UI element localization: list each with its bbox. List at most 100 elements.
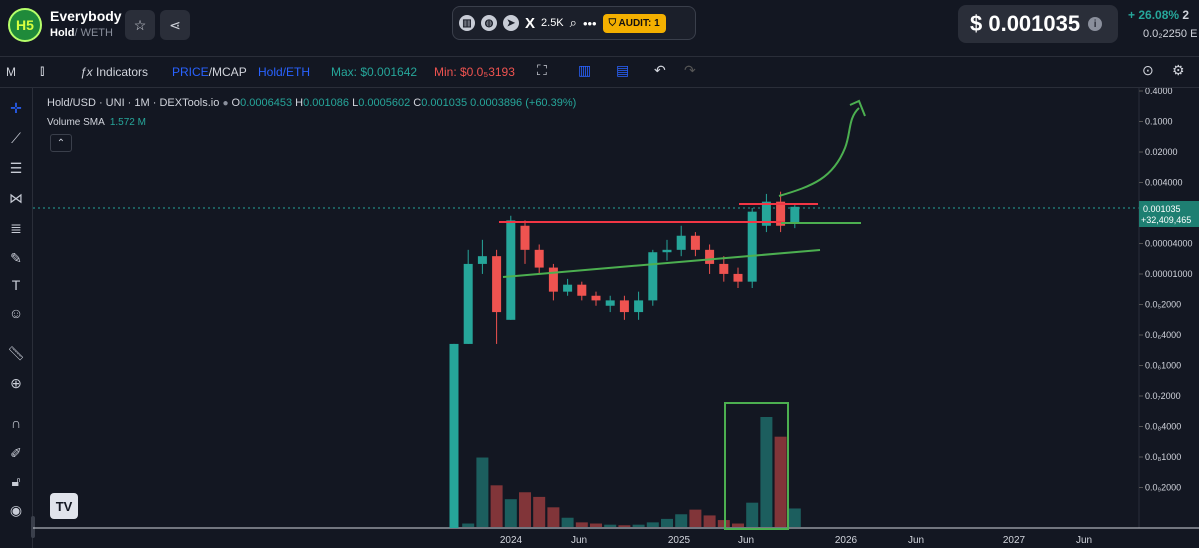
price-tick-label: 0.0₈4000 [1145, 422, 1181, 432]
volume-bar [533, 496, 546, 527]
candle-body [662, 249, 672, 253]
pair-base: Hold [50, 27, 75, 39]
max-price: Max: $0.001642 [331, 65, 418, 79]
price-tick-label: 0.00001000 [1145, 269, 1193, 279]
volume-bar [604, 524, 617, 527]
candle-body [619, 300, 629, 313]
crosshair-icon[interactable]: ✛ [10, 99, 22, 116]
candle-body [463, 263, 473, 344]
lock-icon[interactable]: 🔓︎ [11, 472, 21, 489]
horizontal-lines-icon[interactable]: ☰ [9, 159, 23, 176]
volume-legend: Volume SMA 1.572 M [47, 117, 146, 128]
eth-price: 0.0₂2250 E [1143, 28, 1197, 40]
chart-icon[interactable]: ▥ [459, 15, 475, 31]
price-axis: 0.40000.10000.020000.0040000.00020000.00… [1139, 88, 1193, 493]
candle-body [591, 295, 601, 301]
volume-bar [703, 515, 716, 527]
favorite-button[interactable]: ☆ [125, 10, 155, 40]
symbol-title[interactable]: Hold/USD · UNI · 1M · DEXTools.io [47, 97, 220, 109]
settings-eye-icon[interactable]: ⊙ [1142, 62, 1154, 78]
volume-bar [632, 524, 645, 527]
emoji-icon[interactable]: ☺ [8, 305, 24, 321]
magnet-icon[interactable]: ∩ [10, 415, 22, 431]
volume-label: Volume SMA [47, 117, 105, 128]
volume-bar [547, 507, 560, 527]
menu-button[interactable]: M [6, 65, 16, 79]
compare-icon[interactable]: ▤ [616, 62, 630, 78]
fib-icon[interactable]: ≣ [10, 219, 22, 236]
globe-icon[interactable]: ◍ [481, 15, 497, 31]
volume-bar [462, 523, 475, 527]
visibility-icon[interactable]: ◉ [9, 501, 23, 518]
share-button[interactable]: ⋖ [160, 10, 190, 40]
more-icon[interactable]: ••• [582, 15, 597, 31]
volume-highlight-box[interactable] [724, 402, 789, 530]
shield-icon: ⛉ [608, 17, 617, 29]
support-trendline[interactable] [502, 249, 821, 278]
volume-bars [462, 417, 801, 527]
star-icon: ☆ [133, 16, 147, 33]
change-value-legend: 0.0003896 (+60.39%) [470, 97, 577, 109]
bar-chart-icon[interactable]: ▥ [578, 62, 592, 78]
search-icon[interactable]: ⌕ [569, 15, 577, 30]
price-box: $ 0.001035 i [958, 5, 1118, 43]
hold-eth-toggle[interactable]: Hold/ETH [258, 65, 311, 79]
token-logo[interactable]: H5 [8, 8, 42, 42]
indicators-button[interactable]: ƒx Indicators [80, 65, 148, 79]
brush-icon[interactable]: ✎ [10, 249, 22, 266]
audit-badge[interactable]: ⛉ AUDIT: 1 [602, 13, 666, 33]
price-tick-label: 0.0₆1000 [1145, 361, 1181, 371]
telegram-icon[interactable]: ➤ [503, 15, 519, 31]
volume-bar [661, 518, 673, 527]
info-icon[interactable]: i [1088, 17, 1103, 31]
change-value: + 26.08% [1128, 8, 1180, 22]
redo-icon[interactable]: ↷ [684, 62, 696, 78]
fullscreen-icon[interactable]: ⛶ [537, 62, 547, 78]
price-tick-label: 0.0₉2000 [1145, 483, 1181, 493]
indicators-label: Indicators [96, 65, 149, 79]
x-icon[interactable]: X [525, 14, 536, 32]
ruler-icon[interactable]: 📏︎ [7, 344, 25, 361]
candle-body [648, 252, 658, 301]
zoom-icon[interactable]: ⊕ [10, 374, 22, 391]
volume-bar [504, 499, 517, 527]
candle-body [719, 263, 729, 274]
candle-type-icon[interactable]: ⫾ [40, 62, 45, 78]
top-bar: H5 Everybody Hold/ WETH ☆ ⋖ ▥ ◍ ➤ X 2.5K… [0, 0, 1199, 52]
time-tick-label: 2027 [1003, 535, 1026, 546]
candle-body [690, 235, 700, 250]
gear-icon[interactable]: ⚙ [1172, 62, 1185, 78]
price-tick-label: 0.0₅2000 [1145, 300, 1181, 310]
high-label: H [295, 97, 304, 109]
price-tick-label: 0.4000 [1145, 88, 1173, 96]
price-tick-label: 0.02000 [1145, 147, 1178, 157]
token-name[interactable]: Everybody [50, 8, 122, 24]
volume-bar [519, 492, 531, 527]
undo-icon[interactable]: ↶ [654, 62, 666, 78]
trendline-icon[interactable]: ⟋ [11, 129, 21, 146]
current-price: $ 0.001035 [970, 11, 1081, 36]
volume-bar [746, 502, 759, 527]
chevron-up-icon: ⌃ [56, 137, 66, 149]
lock-drawings-icon[interactable]: ✐ [10, 444, 22, 461]
candle-body [761, 201, 771, 226]
target-arrow[interactable] [778, 107, 860, 197]
text-icon[interactable]: T [11, 277, 21, 293]
time-axis: 2024 Jun 2025 Jun 2026 Jun 2027 Jun [500, 535, 1092, 546]
candle-body [676, 235, 686, 250]
price-change: + 26.08% 2 [1128, 8, 1189, 22]
candle-body [747, 211, 757, 282]
pattern-icon[interactable]: ⋈ [9, 189, 23, 206]
volume-bar [774, 436, 787, 527]
low-value: 0.0005602 [358, 97, 411, 109]
sidebar-scrollbar[interactable] [31, 516, 35, 538]
time-tick-label: 2026 [835, 535, 858, 546]
price-tick-label: 0.0₆4000 [1145, 330, 1181, 340]
tradingview-logo[interactable]: TV [50, 493, 78, 519]
price-chart[interactable]: 0.40000.10000.020000.0040000.00020000.00… [33, 88, 1199, 548]
price-mcap-toggle[interactable]: PRICE/MCAP [172, 65, 247, 79]
collapse-legend-button[interactable]: ⌃ [50, 134, 72, 152]
volume-bar [618, 525, 631, 527]
candle-body [605, 300, 615, 306]
candle-body [634, 300, 644, 313]
